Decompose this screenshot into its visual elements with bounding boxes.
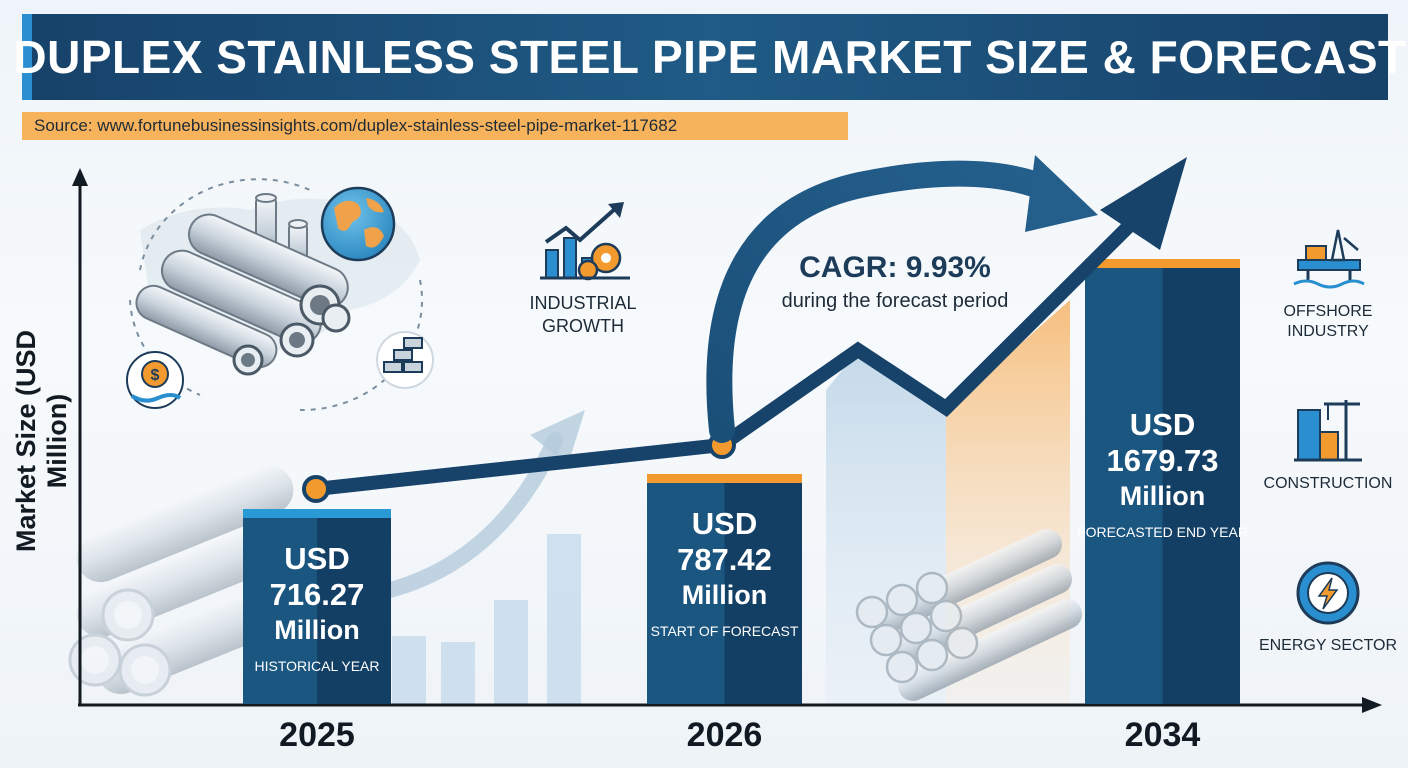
page-title: DUPLEX STAINLESS STEEL PIPE MARKET SIZE … xyxy=(13,31,1407,83)
ghost-bar-1 xyxy=(392,636,426,704)
bar-2034-right xyxy=(1162,259,1240,704)
steel-bars-icon xyxy=(376,331,434,389)
sector-label-offshore: OFFSHORE INDUSTRY xyxy=(1283,303,1373,340)
bar-2034-cap xyxy=(1085,259,1240,268)
bar-2034-value: 1679.73 xyxy=(1106,443,1219,478)
trend-line xyxy=(315,220,1135,496)
x-tick-2026: 2026 xyxy=(686,716,763,754)
money-hand-icon: $ xyxy=(126,351,184,409)
trend-point-2025 xyxy=(302,475,330,503)
bar-2025-left xyxy=(243,509,317,704)
bar-2026-unit: Million xyxy=(681,580,768,610)
trend-arrowhead xyxy=(1100,157,1187,250)
globe-icon xyxy=(320,186,396,262)
bar-2026-usd: USD xyxy=(691,506,758,541)
x-tick-2025: 2025 xyxy=(279,716,355,754)
industrial-growth-icon xyxy=(540,202,630,281)
bar-2025-right xyxy=(317,509,391,704)
cagr-arc-arrow xyxy=(706,160,1063,443)
ghost-bar-2 xyxy=(441,642,475,704)
ghost-bar-4 xyxy=(547,534,581,704)
bar-2025-value: 716.27 xyxy=(269,577,365,612)
bar-2026-right xyxy=(724,474,802,704)
construction-crane-icon xyxy=(1294,400,1362,462)
energy-gear-icon xyxy=(1296,561,1360,625)
bars-layer xyxy=(243,259,1240,704)
ghost-bar-3 xyxy=(494,600,528,704)
bar-2025-note: HISTORICAL YEAR xyxy=(254,658,380,674)
bar-2026-left xyxy=(647,474,725,704)
faint-growth-arrowhead xyxy=(530,410,585,465)
bar-2026-value: 787.42 xyxy=(677,542,772,577)
pipe-bundle-right xyxy=(855,529,1083,701)
y-axis-arrowhead xyxy=(72,168,88,186)
cagr-title: CAGR: 9.93% xyxy=(799,251,991,284)
x-axis-arrowhead xyxy=(1362,697,1382,713)
cagr-subtitle: during the forecast period xyxy=(781,290,1009,312)
bar-2034-left xyxy=(1085,259,1163,704)
bar-2034-note: FORECASTED END YEAR xyxy=(1077,524,1248,540)
title-banner: DUPLEX STAINLESS STEEL PIPE MARKET SIZE … xyxy=(13,14,1406,100)
bar-2034-unit: Million xyxy=(1119,481,1206,511)
bar-2025-unit: Million xyxy=(274,615,360,645)
bar-2026-cap xyxy=(647,474,802,483)
bar-2034-usd: USD xyxy=(1129,407,1196,442)
pipes-illustration xyxy=(129,178,423,412)
bar-2025-usd: USD xyxy=(284,541,350,576)
offshore-rig-icon xyxy=(1293,229,1365,289)
ghost-trend-bars xyxy=(392,534,581,704)
industrial-growth-label: INDUSTRIAL GROWTH xyxy=(529,293,637,336)
bar-2025-cap xyxy=(243,509,391,518)
sector-label-construction: CONSTRUCTION xyxy=(1263,475,1393,492)
sector-label-energy: ENERGY SECTOR xyxy=(1258,637,1398,654)
axes xyxy=(72,168,1382,713)
svg-text:$: $ xyxy=(151,367,160,384)
cagr-arc-arrowhead xyxy=(1025,155,1098,232)
bar-2026-note: START OF FORECAST xyxy=(650,623,799,639)
source-strip: Source: www.fortunebusinessinsights.com/… xyxy=(22,112,848,140)
source-text: Source: www.fortunebusinessinsights.com/… xyxy=(34,116,678,135)
x-tick-2034: 2034 xyxy=(1124,716,1201,754)
